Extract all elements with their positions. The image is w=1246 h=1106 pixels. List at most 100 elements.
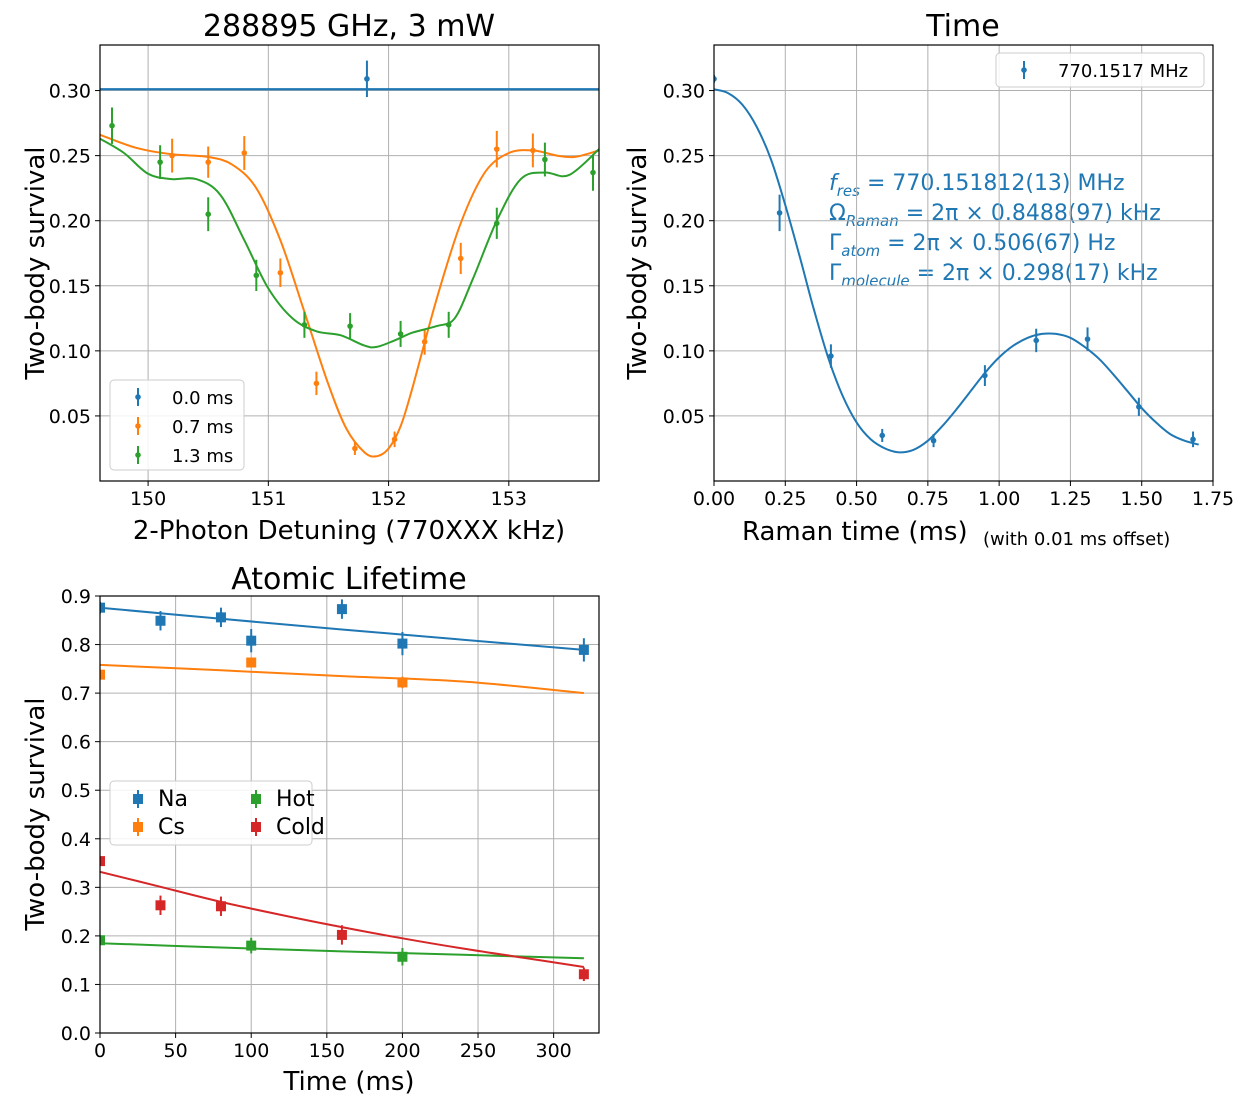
series-cold-point: [578, 969, 589, 980]
series-0-0-ms-point: [364, 76, 370, 82]
series-770-1517-mhz-point: [930, 437, 937, 444]
y-tick-label: 0.3: [61, 877, 91, 899]
series-cold-point: [215, 901, 226, 912]
series-0-7-ms-fit-line: [100, 133, 599, 458]
time-title: Time: [925, 9, 999, 44]
legend-na-marker: [133, 794, 143, 804]
y-tick-label: 0.25: [663, 146, 705, 168]
x-tick-label: 250: [460, 1040, 496, 1062]
x-tick-label: 100: [233, 1040, 269, 1062]
legend-770-1517-mhz-label: 770.1517 MHz: [1058, 61, 1188, 82]
axes-frame: [99, 44, 600, 482]
detuning-ylabel: Two-body survival: [21, 146, 51, 380]
y-tick-label: 0.6: [61, 732, 91, 754]
series-cold-point: [155, 900, 166, 911]
series-cs-point: [397, 677, 408, 688]
legend-frame: [109, 379, 245, 471]
legend-hot-marker: [251, 794, 261, 804]
series-770-1517-mhz-point: [776, 210, 783, 216]
legend-0-7-ms-label: 0.7 ms: [172, 417, 233, 438]
series-770-1517-mhz-point: [1190, 436, 1196, 443]
legend: Na Cs Hot Cold: [109, 780, 325, 846]
series-770-1517-mhz-point: [982, 372, 988, 379]
series-0-7-ms-point: [530, 147, 536, 154]
x-tick-label: 152: [370, 488, 406, 510]
series-770-1517-mhz-fit-line: [714, 88, 1199, 454]
y-tick-label: 0.05: [663, 406, 705, 428]
series-1-3-ms-point: [347, 323, 353, 329]
x-tick-label: 1.00: [978, 488, 1020, 510]
series-hot-point: [397, 951, 408, 962]
series-cold-point: [336, 929, 347, 940]
legend-cold-marker: [251, 822, 261, 832]
series-na-point: [246, 635, 257, 646]
x-tick-label: 150: [130, 488, 166, 510]
annot-f-res: fres = 770.151812(13) MHz: [829, 171, 1125, 200]
legend-frame: [109, 780, 313, 846]
legend-770-1517-mhz-marker: [1021, 67, 1027, 73]
y-tick-label: 0.25: [49, 146, 91, 168]
time-xlabel-note: (with 0.01 ms offset): [983, 529, 1170, 550]
series-cs-fit-line: [100, 663, 584, 695]
series-0-7-ms-point: [169, 152, 175, 159]
legend-cs-marker: [133, 822, 143, 832]
series-na-point: [336, 604, 347, 615]
x-tick-label: 50: [164, 1040, 188, 1062]
series-1-3-ms-point: [397, 331, 404, 337]
fit-results-annotation: fres = 770.151812(13) MHz ΩRaman = 2π × …: [829, 171, 1161, 290]
series-na-point: [155, 615, 166, 626]
x-tick-label: 151: [250, 488, 286, 510]
legend-0-0-ms-label: 0.0 ms: [172, 388, 233, 409]
annot-gamma-atom: Γatom = 2π × 0.506(67) Hz: [829, 231, 1115, 260]
legend-frame: [995, 52, 1205, 88]
y-tick-label: 0.10: [49, 341, 91, 363]
series-0-7-ms-point: [205, 159, 212, 165]
data-layer: [100, 599, 589, 982]
x-tick-label: 200: [384, 1040, 420, 1062]
series-cold-point: [100, 856, 105, 867]
y-tick-label: 0.5: [61, 780, 91, 802]
series-770-1517-mhz-point: [828, 353, 834, 359]
legend: 770.1517 MHz: [995, 52, 1205, 88]
series-1-3-ms-point: [109, 122, 115, 129]
x-tick-label: 153: [491, 488, 527, 510]
series-1-3-ms-point: [493, 220, 500, 227]
series-1-3-ms-fit-line: [100, 137, 599, 349]
series-0-7-ms-point: [241, 150, 248, 156]
y-tick-label: 0.05: [49, 406, 91, 428]
legend-1-3-ms-label: 1.3 ms: [172, 446, 233, 467]
series-770-1517-mhz-point: [714, 76, 717, 82]
y-tick-label: 0.7: [61, 683, 91, 705]
x-tick-label: 0.75: [907, 488, 949, 510]
y-tick-label: 0.8: [61, 635, 91, 657]
series-0-7-ms-point: [457, 255, 464, 262]
x-tick-label: 0.00: [693, 488, 735, 510]
y-tick-label: 0.4: [61, 829, 91, 851]
time-xlabel: Raman time (ms): [742, 517, 968, 547]
series-0-7-ms-point: [391, 436, 398, 443]
legend-na-label: Na: [158, 787, 188, 812]
x-tick-label: 150: [309, 1040, 345, 1062]
y-tick-label: 0.15: [663, 276, 705, 298]
y-tick-label: 0.30: [663, 81, 705, 103]
series-na-point: [100, 602, 105, 613]
x-tick-label: 1.50: [1121, 488, 1163, 510]
lifetime-xlabel: Time (ms): [282, 1067, 414, 1097]
series-cs-point: [100, 669, 105, 680]
y-tick-label: 0.10: [663, 341, 705, 363]
series-na-point: [215, 612, 226, 623]
series-hot-point: [246, 940, 257, 951]
y-tick-label: 0.30: [49, 81, 91, 103]
lifetime-title: Atomic Lifetime: [231, 562, 467, 597]
series-0-7-ms-point: [493, 146, 500, 152]
y-tick-label: 0.0: [61, 1023, 91, 1045]
lifetime-panel: Atomic Lifetime Time (ms) Two-body survi…: [21, 562, 600, 1097]
y-tick-label: 0.20: [49, 211, 91, 233]
y-tick-label: 0.1: [61, 974, 91, 996]
y-tick-label: 0.2: [61, 926, 91, 948]
series-hot-point: [100, 935, 105, 946]
annot-omega: ΩRaman = 2π × 0.8488(97) kHz: [829, 201, 1161, 230]
legend-1-3-ms-marker: [135, 452, 141, 458]
x-tick-label: 0.25: [764, 488, 806, 510]
